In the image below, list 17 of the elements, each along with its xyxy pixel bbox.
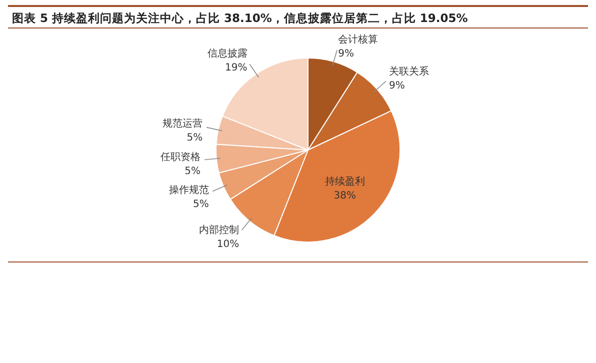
data-label: 5% <box>193 198 209 210</box>
slice-label: 关联关系 <box>389 66 430 78</box>
data-label: 38% <box>334 190 356 202</box>
slice-label: 操作规范 <box>168 184 209 196</box>
data-label: 5% <box>184 166 200 178</box>
slice-label: 会计核算 <box>338 33 378 46</box>
data-label: 19% <box>225 62 248 74</box>
slice-label: 内部控制 <box>199 224 240 236</box>
data-label: 10% <box>216 239 240 250</box>
data-label: 5% <box>186 132 203 144</box>
chart-title: 图表 5 持续盈利问题为关注中心，占比 38.10%，信息披露位居第二，占比 19.05% <box>12 11 468 25</box>
slice-label: 任职资格 <box>159 151 200 164</box>
slice-label: 信息披露 <box>207 48 248 60</box>
slice-label: 持续盈利 <box>324 176 365 188</box>
data-label: 9% <box>338 48 354 60</box>
slice-label: 规范运营 <box>162 117 203 130</box>
data-label: 9% <box>389 80 405 92</box>
